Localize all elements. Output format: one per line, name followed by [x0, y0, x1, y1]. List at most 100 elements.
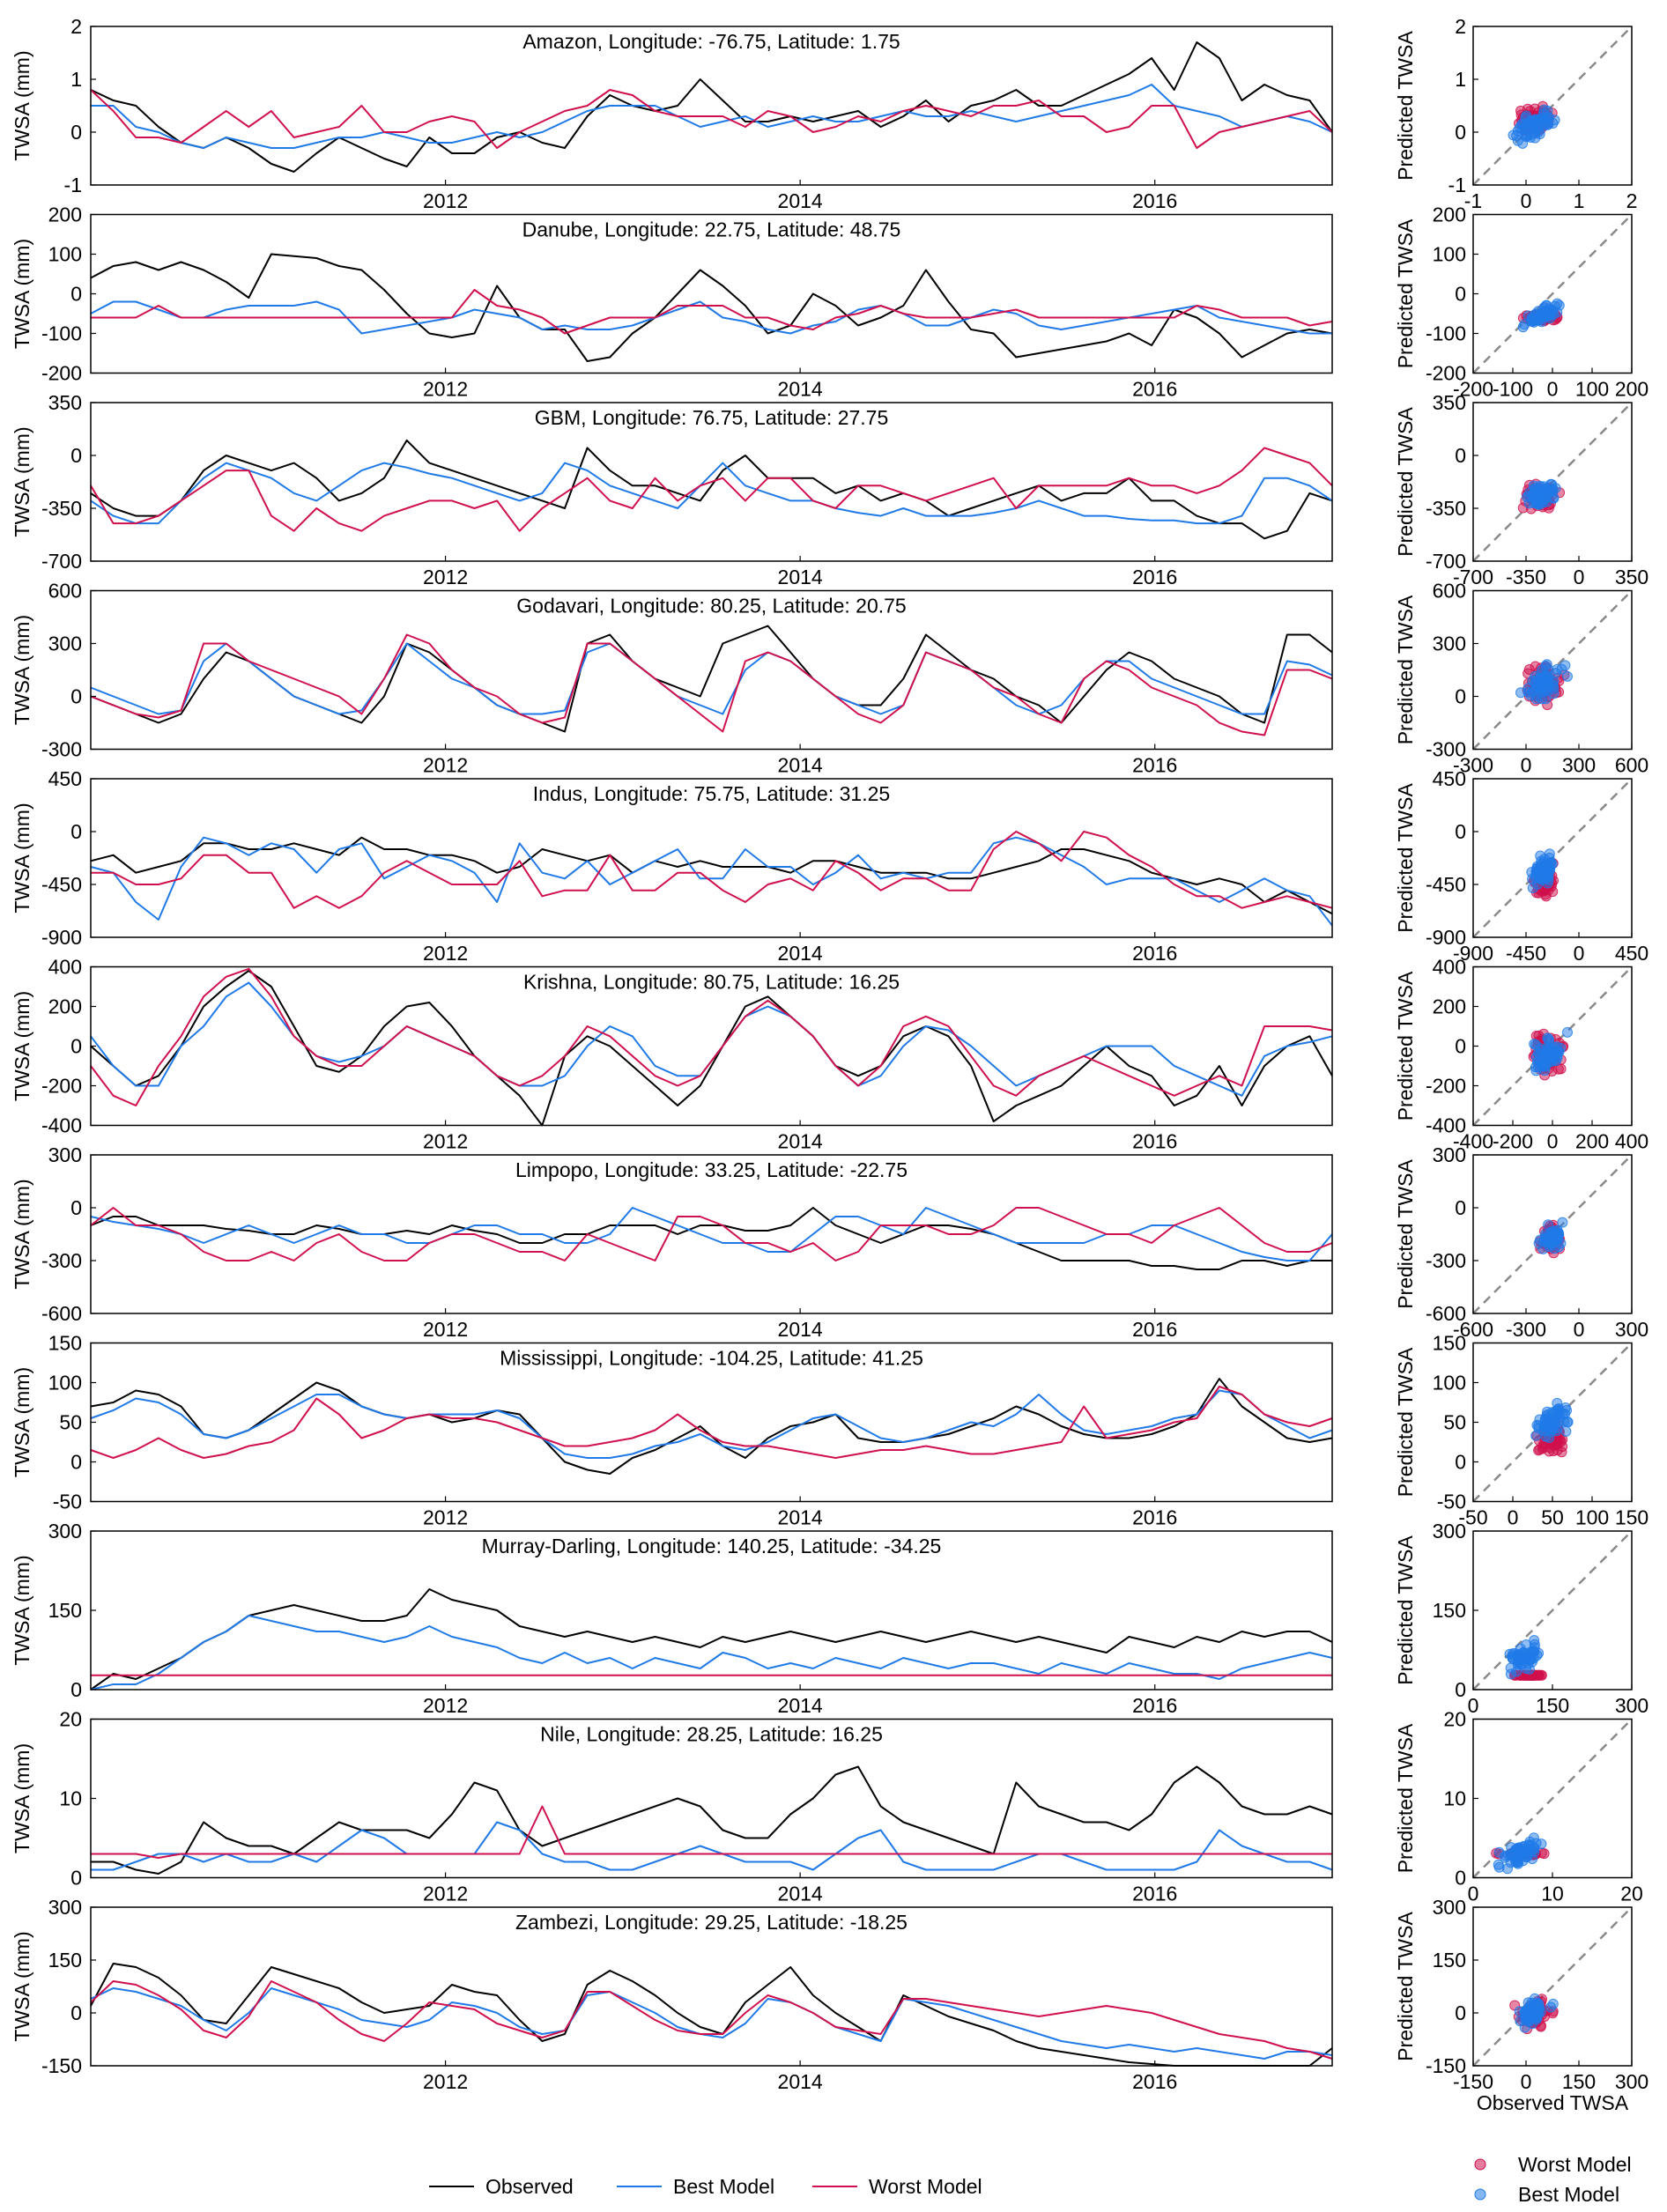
scatter-x-tick-label: 0	[1521, 189, 1532, 212]
x-tick-label: 2016	[1132, 378, 1177, 401]
scatter-point-best	[1526, 1656, 1537, 1668]
scatter-point-best	[1525, 129, 1537, 140]
y-tick-label: -1	[64, 174, 82, 196]
y-tick-label: 350	[48, 391, 82, 414]
scatter-point-best	[1541, 1232, 1552, 1244]
y-tick-label: 0	[70, 1867, 82, 1890]
scatter-x-tick-label: -350	[1506, 566, 1546, 588]
scatter-x-tick-label: 150	[1562, 2070, 1596, 2093]
timeseries-frame	[90, 26, 1333, 186]
scatter-point-best	[1552, 1041, 1563, 1053]
panel-title: Murray-Darling, Longitude: 140.25, Latit…	[482, 1535, 942, 1557]
series-line-worst-model	[90, 1386, 1333, 1459]
series-line-best-model	[90, 462, 1333, 525]
scatter-point-best	[1561, 1416, 1573, 1427]
y-tick-label: -700	[41, 550, 82, 573]
scatter-y-tick-label: 0	[1455, 1867, 1466, 1890]
scatter-x-tick-label: 150	[1615, 1506, 1648, 1529]
legend-best-label: Best Model	[673, 2175, 774, 2198]
x-tick-label: 2014	[778, 942, 823, 965]
y-axis-label: TWSA (mm)	[11, 50, 33, 160]
x-tick-label: 2014	[778, 1883, 823, 1905]
scatter-point-best	[1540, 670, 1552, 681]
x-tick-label: 2012	[423, 378, 468, 401]
x-tick-label: 2016	[1132, 1883, 1177, 1905]
panel-title: Zambezi, Longitude: 29.25, Latitude: -18…	[515, 1911, 908, 1934]
scatter-y-tick-label: -150	[1426, 2054, 1466, 2077]
scatter-x-tick-label: -50	[1458, 1506, 1487, 1529]
scatter-y-tick-label: 1	[1455, 68, 1466, 91]
series-line-best-model	[91, 84, 1333, 149]
x-tick-label: 2014	[778, 1506, 823, 1529]
x-tick-label: 2014	[778, 1318, 823, 1341]
basin-panel: Zambezi, Longitude: 29.25, Latitude: -18…	[11, 1896, 1648, 2114]
scatter-y-label: Predicted TWSA	[1394, 1723, 1417, 1873]
series-line-observed	[90, 1588, 1333, 1690]
scatter-point-best	[1512, 1842, 1523, 1853]
timeseries-frame	[90, 589, 1333, 751]
series-line-best-model	[90, 1389, 1333, 1459]
y-tick-label: 2	[70, 15, 82, 38]
x-tick-label: 2012	[423, 566, 468, 588]
panel-title: Danube, Longitude: 22.75, Latitude: 48.7…	[522, 218, 901, 241]
y-tick-label: -100	[41, 322, 82, 345]
series-line-best-model	[90, 1987, 1333, 2060]
y-axis-label: TWSA (mm)	[11, 1555, 33, 1665]
scatter-frame	[1472, 402, 1633, 562]
basin-panel: Mississippi, Longitude: -104.25, Latitud…	[11, 1332, 1648, 1529]
x-tick-label: 2014	[778, 1694, 823, 1717]
series-line-observed	[90, 1963, 1333, 2067]
basin-panel: Amazon, Longitude: -76.75, Latitude: 1.7…	[11, 15, 1637, 212]
scatter-y-tick-label: 300	[1433, 1143, 1466, 1166]
timeseries-frame	[90, 1906, 1333, 2067]
scatter-y-tick-label: 600	[1433, 580, 1466, 603]
scatter-frame	[1472, 26, 1633, 186]
timeseries-frame	[90, 778, 1333, 938]
scatter-y-tick-label: 200	[1433, 203, 1466, 226]
scatter-y-tick-label: 300	[1433, 1520, 1466, 1542]
y-tick-label: 0	[70, 1678, 82, 1701]
scatter-x-tick-label: 0	[1468, 1883, 1479, 1905]
scatter-y-tick-label: 0	[1455, 2001, 1466, 2024]
scatter-point-best	[1545, 2001, 1557, 2013]
scatter-x-tick-label: 150	[1536, 1694, 1569, 1717]
y-tick-label: 200	[48, 995, 82, 1018]
scatter-y-tick-label: 0	[1455, 1196, 1466, 1219]
panel-title: Indus, Longitude: 75.75, Latitude: 31.25	[533, 782, 890, 805]
y-axis-label: TWSA (mm)	[11, 1367, 33, 1477]
series-line-observed	[90, 625, 1333, 733]
series-line-observed	[90, 439, 1333, 540]
x-tick-label: 2016	[1132, 754, 1177, 777]
y-tick-label: 150	[48, 1949, 82, 1972]
scatter-y-tick-label: -200	[1426, 362, 1466, 385]
y-axis-label: TWSA (mm)	[11, 991, 33, 1101]
scatter-y-tick-label: -300	[1426, 738, 1466, 761]
y-tick-label: 300	[48, 633, 82, 655]
scatter-x-tick-label: 0	[1574, 566, 1585, 588]
scatter-point-best	[1513, 1858, 1523, 1869]
series-line-observed	[90, 41, 1333, 173]
scatter-point-worst	[1556, 1446, 1567, 1458]
scatter-point-best	[1530, 495, 1541, 507]
basin-panel: Danube, Longitude: 22.75, Latitude: 48.7…	[11, 203, 1648, 401]
x-tick-label: 2014	[778, 378, 823, 401]
scatter-x-tick-label: 300	[1615, 2070, 1648, 2093]
series-line-worst-model	[90, 633, 1333, 736]
y-tick-label: 100	[48, 243, 82, 266]
scatter-point-best	[1533, 122, 1545, 133]
series-line-best-model	[90, 642, 1333, 715]
scatter-point-best	[1512, 1651, 1523, 1662]
x-tick-label: 2016	[1132, 1318, 1177, 1341]
x-tick-label: 2016	[1132, 1694, 1177, 1717]
series-line-worst-model	[90, 1207, 1333, 1261]
scatter-point-best	[1536, 871, 1547, 883]
scatter-point-worst	[1555, 1063, 1567, 1075]
series-line-observed	[90, 970, 1333, 1127]
series-line-worst-model	[90, 967, 1333, 1106]
panels: Amazon, Longitude: -76.75, Latitude: 1.7…	[11, 15, 1648, 2114]
scatter-y-tick-label: -50	[1437, 1491, 1466, 1513]
scatter-point-best	[1549, 1414, 1560, 1425]
scatter-y-label: Predicted TWSA	[1394, 31, 1417, 181]
scatter-y-tick-label: 150	[1433, 1949, 1466, 1972]
y-tick-label: -200	[41, 1075, 82, 1098]
